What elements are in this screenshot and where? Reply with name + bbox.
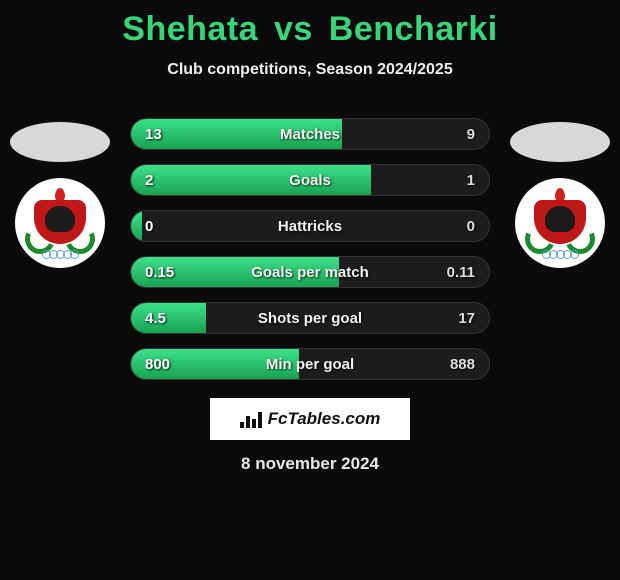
stat-row: 0.15Goals per match0.11 (130, 256, 490, 288)
player-left-club-badge (15, 178, 105, 268)
date-label: 8 november 2024 (0, 454, 620, 474)
stat-label: Goals (131, 165, 489, 195)
stat-value-right: 9 (467, 119, 475, 149)
title-vs: vs (274, 10, 313, 48)
brand-badge: FcTables.com (210, 398, 410, 440)
stat-row: 2Goals1 (130, 164, 490, 196)
club-badge-icon (523, 186, 597, 260)
player-left-avatar (10, 122, 110, 162)
infographic-root: Shehata vs Bencharki Club competitions, … (0, 0, 620, 580)
page-title: Shehata vs Bencharki (0, 0, 620, 49)
stat-label: Goals per match (131, 257, 489, 287)
stat-label: Min per goal (131, 349, 489, 379)
stat-row: 13Matches9 (130, 118, 490, 150)
stat-row: 800Min per goal888 (130, 348, 490, 380)
stat-value-right: 0 (467, 211, 475, 241)
subtitle: Club competitions, Season 2024/2025 (0, 61, 620, 79)
club-badge-icon (23, 186, 97, 260)
stat-value-right: 1 (467, 165, 475, 195)
stat-label: Hattricks (131, 211, 489, 241)
stats-chart: 13Matches9 2Goals1 0Hattricks0 0.15Goals pe… (130, 118, 490, 394)
player-left-name: Shehata (122, 10, 258, 48)
brand-text: FcTables.com (268, 409, 381, 429)
player-right-avatar (510, 122, 610, 162)
bar-chart-icon (240, 410, 262, 428)
stat-value-right: 0.11 (447, 257, 475, 287)
stat-row: 4.5Shots per goal17 (130, 302, 490, 334)
stat-label: Matches (131, 119, 489, 149)
stat-value-right: 17 (458, 303, 475, 333)
player-right-club-badge (515, 178, 605, 268)
player-right-name: Bencharki (329, 10, 498, 48)
stat-row: 0Hattricks0 (130, 210, 490, 242)
stat-value-right: 888 (450, 349, 475, 379)
stat-label: Shots per goal (131, 303, 489, 333)
